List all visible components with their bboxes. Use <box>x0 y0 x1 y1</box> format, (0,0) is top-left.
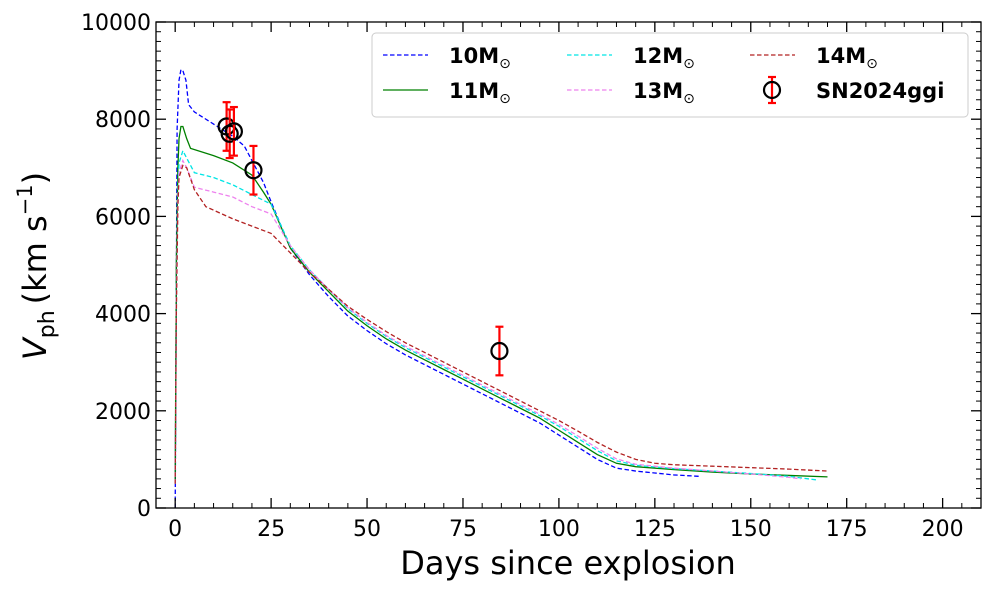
legend-label-subscript: ⊙ <box>499 56 511 72</box>
observation-marker <box>244 161 263 180</box>
legend-label-subscript: ⊙ <box>683 91 695 107</box>
legend-label-subscript: ⊙ <box>866 56 878 72</box>
legend-box <box>371 32 969 118</box>
x-tick-label: 175 <box>826 517 868 542</box>
y-tick-label: 2000 <box>95 400 151 425</box>
x-axis-label: Days since explosion <box>400 544 736 582</box>
x-tick-label: 100 <box>538 517 580 542</box>
legend-label-name: 12M <box>633 44 683 68</box>
x-tick-label: 25 <box>257 517 285 542</box>
series-line-12m-msun <box>174 149 817 484</box>
x-tick-label: 75 <box>449 517 477 542</box>
y-tick-label: 10000 <box>81 11 151 36</box>
y-axis-label-exp: −1 <box>13 184 37 215</box>
legend-label: 10M⊙ <box>449 44 511 72</box>
legend-label: 12M⊙ <box>633 44 695 72</box>
observation-marker <box>224 122 243 141</box>
x-tick-label: 50 <box>353 517 381 542</box>
observation-point <box>244 144 263 196</box>
legend-label-subscript: ⊙ <box>499 91 511 107</box>
legend-marker <box>762 80 782 100</box>
y-tick-label: 6000 <box>95 205 151 230</box>
legend-label-name: 14M <box>816 44 866 68</box>
y-tick-label: 8000 <box>95 108 151 133</box>
legend-item: SN2024ggi <box>762 75 944 105</box>
x-tick-label: 150 <box>730 517 772 542</box>
legend-label: SN2024ggi <box>816 79 944 103</box>
legend-label: 11M⊙ <box>449 79 511 107</box>
series-layer <box>174 68 828 509</box>
legend-label-name: 10M <box>449 44 499 68</box>
legend-item: 11M⊙ <box>383 79 511 107</box>
series-line-13m-msun <box>174 158 801 484</box>
x-tick-label: 125 <box>634 517 676 542</box>
legend-label-subscript: ⊙ <box>683 56 695 72</box>
observation-point <box>490 325 509 377</box>
legend-item: 13M⊙ <box>567 79 695 107</box>
y-axis-label: Vph (km s−1) <box>13 172 60 360</box>
legend-item: 12M⊙ <box>567 44 695 72</box>
legend-item: 14M⊙ <box>750 44 878 72</box>
series-line-11m-msun <box>174 125 828 484</box>
legend-label: 13M⊙ <box>633 79 695 107</box>
y-axis-label-unit: (km s <box>16 215 54 304</box>
series-line-14m-msun <box>174 164 828 484</box>
x-tick-label: 200 <box>922 517 964 542</box>
legend-item: 10M⊙ <box>383 44 511 72</box>
y-tick-label: 4000 <box>95 303 151 328</box>
y-axis-label-main: V <box>16 336 54 360</box>
observation-point <box>224 105 243 157</box>
y-axis-label-sub: ph <box>35 310 60 338</box>
legend: 10M⊙11M⊙12M⊙13M⊙14M⊙SN2024ggi <box>371 32 969 118</box>
legend-label-name: 13M <box>633 79 683 103</box>
series-line-10m-msun <box>174 68 701 509</box>
x-tick-label: 0 <box>168 517 182 542</box>
y-tick-label: 0 <box>137 497 151 522</box>
axes-layer: 0 25 50 75 100 125 150 175 200020004000600080001… <box>81 11 982 542</box>
legend-label-name: 11M <box>449 79 499 103</box>
observation-marker <box>490 341 509 361</box>
y-axis-label-close: ) <box>16 172 54 184</box>
observations-layer <box>217 101 509 377</box>
legend-label: 14M⊙ <box>816 44 878 72</box>
